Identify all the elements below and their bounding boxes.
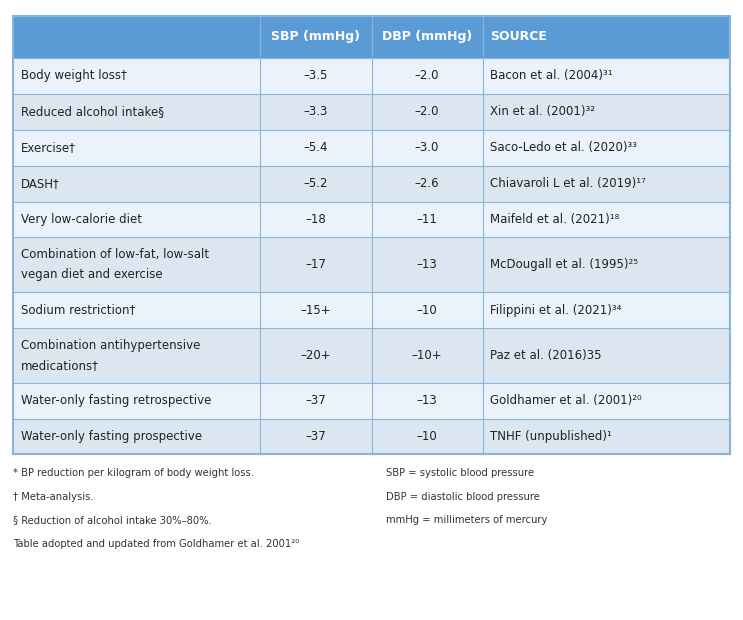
Bar xyxy=(13,16,730,454)
Text: Filippini et al. (2021)³⁴: Filippini et al. (2021)³⁴ xyxy=(490,304,621,316)
Text: Reduced alcohol intake§: Reduced alcohol intake§ xyxy=(21,105,163,118)
Text: SBP (mmHg): SBP (mmHg) xyxy=(271,30,360,43)
Bar xyxy=(13,16,730,58)
Text: –37: –37 xyxy=(305,394,326,407)
Text: * BP reduction per kilogram of body weight loss.: * BP reduction per kilogram of body weig… xyxy=(13,468,254,478)
Text: Saco-Ledo et al. (2020)³³: Saco-Ledo et al. (2020)³³ xyxy=(490,141,637,154)
Text: –5.2: –5.2 xyxy=(304,177,328,190)
Text: –20+: –20+ xyxy=(301,349,331,361)
Bar xyxy=(13,328,730,383)
Text: Water-only fasting retrospective: Water-only fasting retrospective xyxy=(21,394,211,407)
Bar xyxy=(13,58,730,94)
Text: vegan diet and exercise: vegan diet and exercise xyxy=(21,268,163,281)
Text: mmHg = millimeters of mercury: mmHg = millimeters of mercury xyxy=(386,515,548,525)
Bar xyxy=(13,202,730,237)
Text: Bacon et al. (2004)³¹: Bacon et al. (2004)³¹ xyxy=(490,69,612,82)
Text: –10: –10 xyxy=(417,304,438,316)
Text: –2.0: –2.0 xyxy=(415,69,439,82)
Text: McDougall et al. (1995)²⁵: McDougall et al. (1995)²⁵ xyxy=(490,259,638,271)
Text: –37: –37 xyxy=(305,430,326,443)
Text: Table adopted and updated from Goldhamer et al. 2001²⁰: Table adopted and updated from Goldhamer… xyxy=(13,539,299,549)
Text: –2.0: –2.0 xyxy=(415,105,439,118)
Bar xyxy=(13,383,730,419)
Bar xyxy=(13,166,730,202)
Text: medications†: medications† xyxy=(21,358,99,371)
Text: –2.6: –2.6 xyxy=(415,177,439,190)
Text: Combination of low-fat, low-salt: Combination of low-fat, low-salt xyxy=(21,249,209,262)
Text: Combination antihypertensive: Combination antihypertensive xyxy=(21,339,200,352)
Text: Body weight loss†: Body weight loss† xyxy=(21,69,126,82)
Text: Chiavaroli L et al. (2019)¹⁷: Chiavaroli L et al. (2019)¹⁷ xyxy=(490,177,646,190)
Text: –5.4: –5.4 xyxy=(304,141,328,154)
Bar xyxy=(13,418,730,454)
Text: Paz et al. (2016)35: Paz et al. (2016)35 xyxy=(490,349,601,361)
Text: Very low-calorie diet: Very low-calorie diet xyxy=(21,213,142,226)
Text: DASH†: DASH† xyxy=(21,177,59,190)
Text: § Reduction of alcohol intake 30%–80%.: § Reduction of alcohol intake 30%–80%. xyxy=(13,515,212,525)
Bar xyxy=(13,130,730,166)
Bar xyxy=(13,292,730,328)
Text: Goldhamer et al. (2001)²⁰: Goldhamer et al. (2001)²⁰ xyxy=(490,394,641,407)
Text: –3.5: –3.5 xyxy=(304,69,328,82)
Text: –3.0: –3.0 xyxy=(415,141,439,154)
Text: DBP = diastolic blood pressure: DBP = diastolic blood pressure xyxy=(386,492,540,502)
Text: Water-only fasting prospective: Water-only fasting prospective xyxy=(21,430,202,443)
Text: –18: –18 xyxy=(305,213,326,226)
Text: † Meta-analysis.: † Meta-analysis. xyxy=(13,492,94,502)
Text: Maifeld et al. (2021)¹⁸: Maifeld et al. (2021)¹⁸ xyxy=(490,213,619,226)
Text: Sodium restriction†: Sodium restriction† xyxy=(21,304,135,316)
Text: TNHF (unpublished)¹: TNHF (unpublished)¹ xyxy=(490,430,611,443)
Bar xyxy=(13,94,730,130)
Text: DBP (mmHg): DBP (mmHg) xyxy=(382,30,472,43)
Text: –13: –13 xyxy=(417,394,438,407)
Text: –13: –13 xyxy=(417,259,438,271)
Text: –10+: –10+ xyxy=(412,349,442,361)
Text: –3.3: –3.3 xyxy=(304,105,328,118)
Text: SOURCE: SOURCE xyxy=(490,30,547,43)
Text: –15+: –15+ xyxy=(301,304,331,316)
Text: Exercise†: Exercise† xyxy=(21,141,76,154)
Bar xyxy=(13,237,730,292)
Text: –11: –11 xyxy=(417,213,438,226)
Text: –10: –10 xyxy=(417,430,438,443)
Text: –17: –17 xyxy=(305,259,326,271)
Text: Xin et al. (2001)³²: Xin et al. (2001)³² xyxy=(490,105,595,118)
Text: SBP = systolic blood pressure: SBP = systolic blood pressure xyxy=(386,468,534,478)
